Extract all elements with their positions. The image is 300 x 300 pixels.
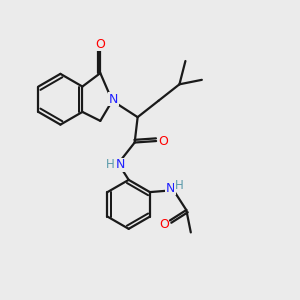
Text: O: O bbox=[159, 218, 169, 231]
Text: H: H bbox=[175, 179, 183, 192]
Text: N: N bbox=[109, 93, 119, 106]
Text: O: O bbox=[159, 134, 169, 148]
Text: H: H bbox=[106, 158, 114, 171]
Text: N: N bbox=[166, 182, 176, 195]
Text: O: O bbox=[95, 38, 105, 51]
Text: N: N bbox=[116, 158, 125, 171]
